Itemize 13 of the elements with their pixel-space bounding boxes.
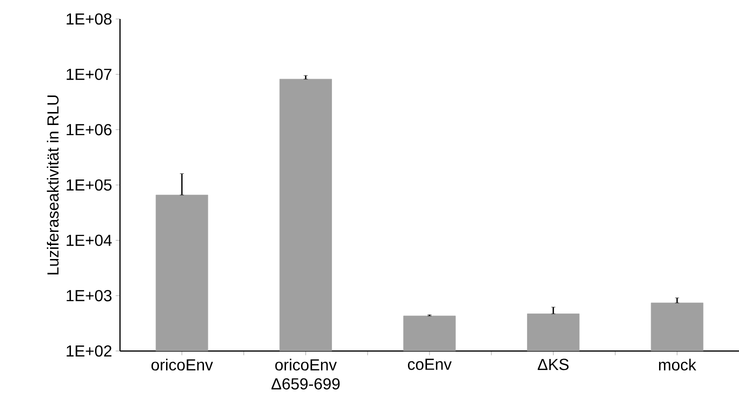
x-tick-label: oricoEnv Δ659-699 — [271, 358, 340, 390]
x-tick-label: ΔKS — [538, 358, 569, 370]
y-tick-label: 1E+08 — [66, 13, 112, 25]
x-tick-label: mock — [659, 358, 696, 371]
y-axis-title: Luziferaseaktivität in RLU — [46, 96, 59, 274]
y-tick-label: 1E+06 — [66, 124, 112, 136]
x-tick-label: coEnv — [408, 358, 452, 370]
x-tick-label: oricoEnv — [151, 358, 213, 371]
y-tick-label: 1E+05 — [66, 179, 112, 191]
y-tick-label: 1E+03 — [66, 290, 112, 302]
y-tick-label: 1E+04 — [66, 234, 112, 246]
y-tick-label: 1E+02 — [66, 345, 112, 357]
y-tick-label: 1E+07 — [66, 68, 112, 80]
